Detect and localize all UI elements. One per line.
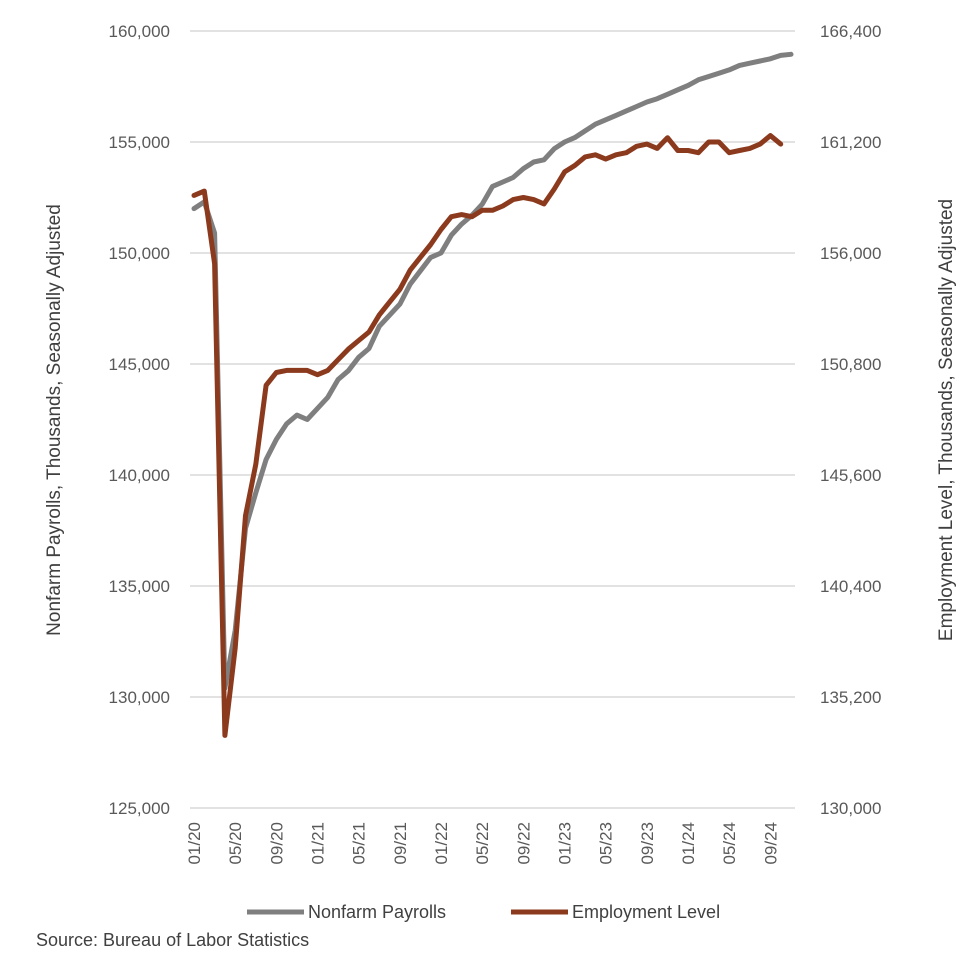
x-tick-label: 09/23 <box>638 822 657 865</box>
left-axis-title: Nonfarm Payrolls, Thousands, Seasonally … <box>44 204 65 636</box>
nonfarm-payrolls-line <box>191 51 794 691</box>
left-tick-label: 140,000 <box>109 466 170 485</box>
right-tick-label: 161,200 <box>820 133 881 152</box>
x-tick-label: 01/20 <box>185 822 204 865</box>
source-note: Source: Bureau of Labor Statistics <box>36 930 310 950</box>
legend-label-nonfarm: Nonfarm Payrolls <box>308 902 446 922</box>
x-tick-label: 05/21 <box>350 822 369 865</box>
employment-level-line <box>191 133 784 738</box>
right-tick-label: 150,800 <box>820 355 881 374</box>
left-tick-label: 150,000 <box>109 244 170 263</box>
right-tick-label: 156,000 <box>820 244 881 263</box>
right-axis-title: Employment Level, Thousands, Seasonally … <box>936 199 957 641</box>
left-tick-label: 130,000 <box>109 688 170 707</box>
gridlines <box>190 30 795 809</box>
right-tick-label: 135,200 <box>820 688 881 707</box>
left-tick-label: 135,000 <box>109 577 170 596</box>
right-tick-label: 145,600 <box>820 466 881 485</box>
left-tick-label: 125,000 <box>109 799 170 818</box>
legend-label-employment: Employment Level <box>572 902 720 922</box>
left-tick-label: 145,000 <box>109 355 170 374</box>
x-tick-label: 09/20 <box>267 822 286 865</box>
x-tick-label: 09/24 <box>761 822 780 865</box>
right-y-axis-ticks: 130,000 135,200 140,400 145,600 150,800 156,0… <box>820 22 881 818</box>
x-tick-label: 05/20 <box>226 822 245 865</box>
x-tick-label: 01/21 <box>309 822 328 865</box>
left-tick-label: 155,000 <box>109 133 170 152</box>
left-y-axis-ticks: 125,000 130,000 135,000 140,000 145,000 150,0… <box>109 22 170 818</box>
x-tick-label: 09/21 <box>391 822 410 865</box>
x-tick-label: 05/24 <box>720 822 739 865</box>
x-tick-label: 05/23 <box>597 822 616 865</box>
x-tick-label: 01/24 <box>679 822 698 865</box>
left-tick-label: 160,000 <box>109 22 170 41</box>
legend: Nonfarm Payrolls Employment Level <box>247 902 720 922</box>
right-tick-label: 130,000 <box>820 799 881 818</box>
x-tick-label: 01/22 <box>432 822 451 865</box>
x-axis-ticks: 01/20 05/20 09/20 01/21 05/21 09/21 01/22 05/22… <box>185 822 780 865</box>
series-lines <box>191 51 794 738</box>
right-tick-label: 166,400 <box>820 22 881 41</box>
x-tick-label: 09/22 <box>514 822 533 865</box>
x-tick-label: 01/23 <box>556 822 575 865</box>
x-tick-label: 05/22 <box>473 822 492 865</box>
right-tick-label: 140,400 <box>820 577 881 596</box>
